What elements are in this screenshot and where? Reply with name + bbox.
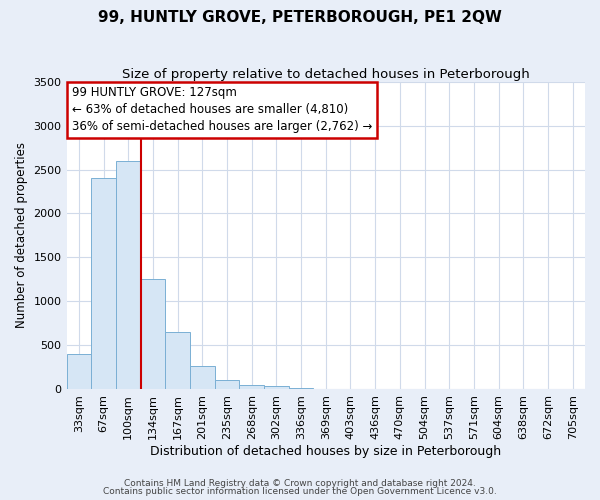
Bar bbox=[215, 380, 239, 389]
Y-axis label: Number of detached properties: Number of detached properties bbox=[15, 142, 28, 328]
Bar bbox=[91, 178, 116, 389]
Text: 99, HUNTLY GROVE, PETERBOROUGH, PE1 2QW: 99, HUNTLY GROVE, PETERBOROUGH, PE1 2QW bbox=[98, 10, 502, 25]
Bar bbox=[140, 280, 165, 389]
Bar bbox=[67, 354, 91, 389]
Bar bbox=[264, 386, 289, 389]
Bar bbox=[116, 160, 140, 389]
Bar bbox=[165, 332, 190, 389]
X-axis label: Distribution of detached houses by size in Peterborough: Distribution of detached houses by size … bbox=[150, 444, 502, 458]
Bar bbox=[190, 366, 215, 389]
Bar bbox=[289, 388, 313, 389]
Text: 99 HUNTLY GROVE: 127sqm
← 63% of detached houses are smaller (4,810)
36% of semi: 99 HUNTLY GROVE: 127sqm ← 63% of detache… bbox=[72, 86, 372, 134]
Bar bbox=[239, 384, 264, 389]
Text: Contains public sector information licensed under the Open Government Licence v3: Contains public sector information licen… bbox=[103, 487, 497, 496]
Title: Size of property relative to detached houses in Peterborough: Size of property relative to detached ho… bbox=[122, 68, 530, 80]
Text: Contains HM Land Registry data © Crown copyright and database right 2024.: Contains HM Land Registry data © Crown c… bbox=[124, 478, 476, 488]
